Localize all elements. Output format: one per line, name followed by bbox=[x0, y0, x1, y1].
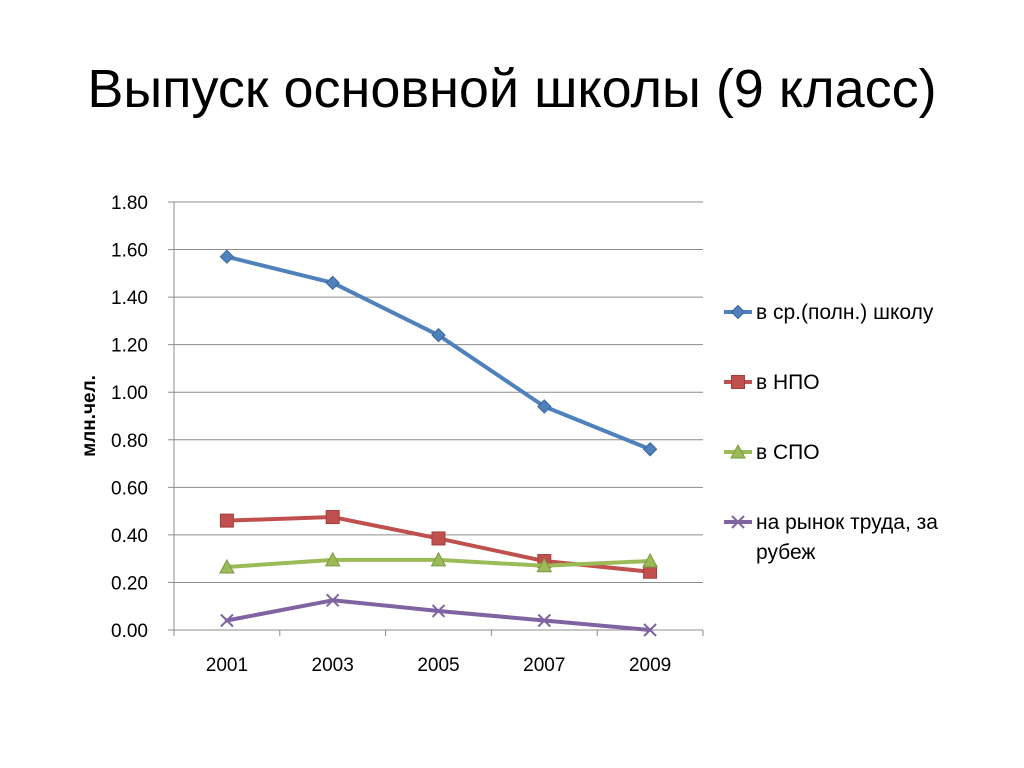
data-point bbox=[219, 558, 235, 574]
y-tick-label: 1.20 bbox=[111, 336, 148, 357]
legend-label: рубеж bbox=[756, 541, 815, 564]
y-tick-label: 0.80 bbox=[111, 431, 148, 452]
series-4 bbox=[220, 593, 657, 637]
legend-label: в НПО bbox=[756, 371, 820, 394]
data-point bbox=[325, 593, 340, 607]
x-axis-ticks: 2001 2003 2005 2007 2009 bbox=[206, 655, 671, 676]
y-tick-label: 0.60 bbox=[111, 478, 148, 499]
data-point bbox=[431, 327, 446, 343]
data-point bbox=[536, 557, 553, 573]
data-point bbox=[430, 551, 447, 567]
y-tick-label: 1.60 bbox=[111, 241, 148, 262]
data-point bbox=[325, 510, 340, 525]
legend-item: на рынок труда, за рубеж bbox=[724, 511, 938, 564]
legend-marker bbox=[730, 443, 746, 459]
data-point bbox=[643, 623, 657, 637]
legend-marker bbox=[731, 515, 745, 529]
chart-legend: в ср.(полн.) школу в НПО в СПО на рынок тру… bbox=[724, 301, 938, 564]
data-point bbox=[537, 399, 552, 414]
y-tick-label: 1.80 bbox=[111, 193, 148, 214]
legend-item: в НПО bbox=[724, 371, 820, 394]
legend-item: в СПО bbox=[724, 441, 820, 464]
slide-title: Выпуск основной школы (9 класс) bbox=[87, 59, 937, 119]
y-axis-ticks: 0.00 0.20 0.40 0.60 0.80 1.00 1.20 1.40 1.60 1.80 bbox=[111, 193, 148, 642]
y-tick-label: 0.00 bbox=[111, 621, 148, 642]
series-line bbox=[224, 254, 653, 452]
data-point bbox=[642, 442, 658, 457]
x-tick-label: 2007 bbox=[523, 655, 565, 676]
data-point bbox=[220, 613, 234, 628]
y-tick-label: 1.00 bbox=[111, 383, 148, 404]
series-line bbox=[224, 598, 653, 632]
data-point bbox=[537, 613, 552, 628]
y-tick-label: 1.40 bbox=[111, 288, 148, 309]
chart-series bbox=[219, 249, 658, 637]
y-tick-label: 0.20 bbox=[111, 573, 148, 594]
marker-stroke bbox=[220, 613, 234, 628]
data-point bbox=[431, 604, 446, 618]
series-1 bbox=[219, 249, 658, 457]
series-2 bbox=[219, 510, 658, 579]
y-tick-label: 0.40 bbox=[111, 526, 148, 547]
series-3 bbox=[219, 551, 658, 574]
chart-gridlines bbox=[174, 201, 703, 583]
y-axis-label: млн.чел. bbox=[79, 375, 100, 457]
legend-label: на рынок труда, за bbox=[756, 511, 938, 534]
data-point bbox=[325, 275, 340, 291]
marker-stroke bbox=[537, 613, 552, 628]
x-tick-label: 2003 bbox=[312, 655, 354, 676]
legend-marker bbox=[730, 304, 746, 320]
legend-label: в СПО bbox=[756, 441, 820, 464]
legend-marker bbox=[731, 375, 745, 389]
data-point bbox=[324, 551, 341, 567]
x-tick-label: 2005 bbox=[417, 655, 459, 676]
data-point bbox=[219, 249, 235, 264]
x-tick-label: 2001 bbox=[206, 655, 248, 676]
data-point bbox=[642, 552, 658, 568]
marker-stroke bbox=[731, 515, 745, 529]
x-tick-label: 2009 bbox=[629, 655, 671, 676]
data-point bbox=[431, 531, 446, 546]
legend-label: в ср.(полн.) школу bbox=[756, 301, 934, 324]
legend-item: в ср.(полн.) школу bbox=[724, 301, 934, 324]
data-point bbox=[219, 513, 234, 528]
marker-stroke bbox=[643, 623, 657, 637]
chart-axes bbox=[168, 201, 704, 636]
marker-stroke bbox=[325, 593, 340, 607]
marker-stroke bbox=[431, 604, 446, 618]
